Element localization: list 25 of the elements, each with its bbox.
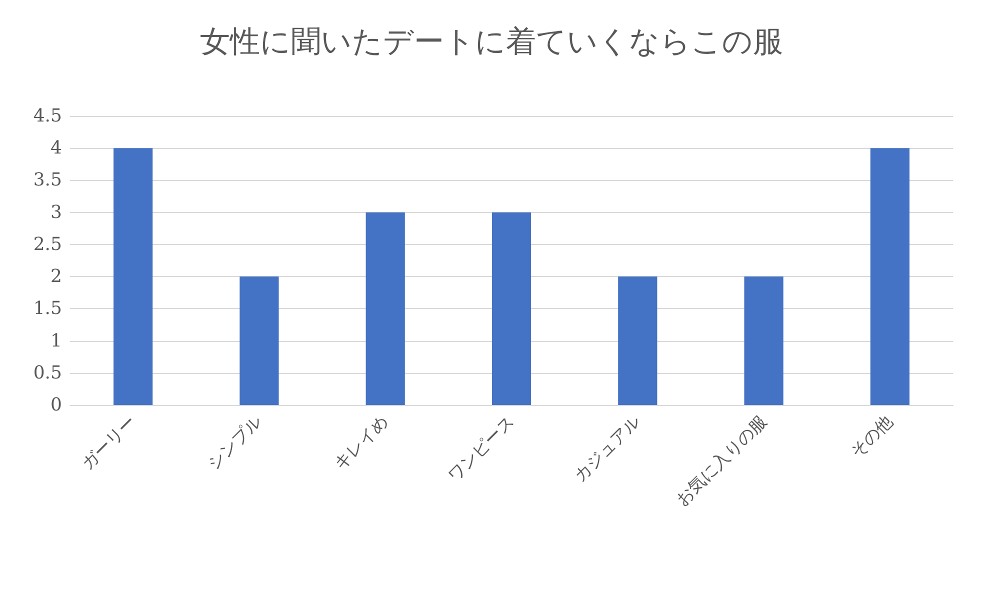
bar bbox=[870, 148, 910, 405]
bar bbox=[240, 276, 279, 405]
x-tick-label: ワンピース bbox=[444, 412, 519, 486]
x-tick-label: カジュアル bbox=[570, 412, 645, 486]
x-tick-label: その他 bbox=[846, 412, 897, 462]
y-tick-label: 2.5 bbox=[33, 234, 62, 255]
bar bbox=[744, 276, 784, 405]
x-tick-label: キレイめ bbox=[330, 412, 392, 474]
x-tick-label: お気に入りの服 bbox=[672, 412, 771, 510]
x-tick-label: ガーリー bbox=[78, 412, 140, 474]
y-tick-label: 3 bbox=[50, 202, 62, 223]
y-tick-label: 2 bbox=[50, 266, 62, 288]
bar bbox=[114, 148, 153, 405]
y-tick-label: 4.5 bbox=[33, 106, 62, 126]
bar bbox=[492, 212, 532, 405]
bar bbox=[618, 276, 658, 405]
bar bbox=[366, 212, 405, 405]
y-tick-label: 0.5 bbox=[33, 362, 62, 384]
chart-title: 女性に聞いたデートに着ていくならこの服 bbox=[200, 24, 783, 60]
y-tick-label: 0 bbox=[50, 394, 62, 416]
y-tick-label: 1.5 bbox=[33, 298, 62, 320]
y-tick-label: 4 bbox=[50, 138, 62, 159]
x-tick-label: シンプル bbox=[204, 412, 266, 474]
y-tick-label: 3.5 bbox=[33, 170, 62, 191]
y-tick-label: 1 bbox=[50, 330, 62, 352]
